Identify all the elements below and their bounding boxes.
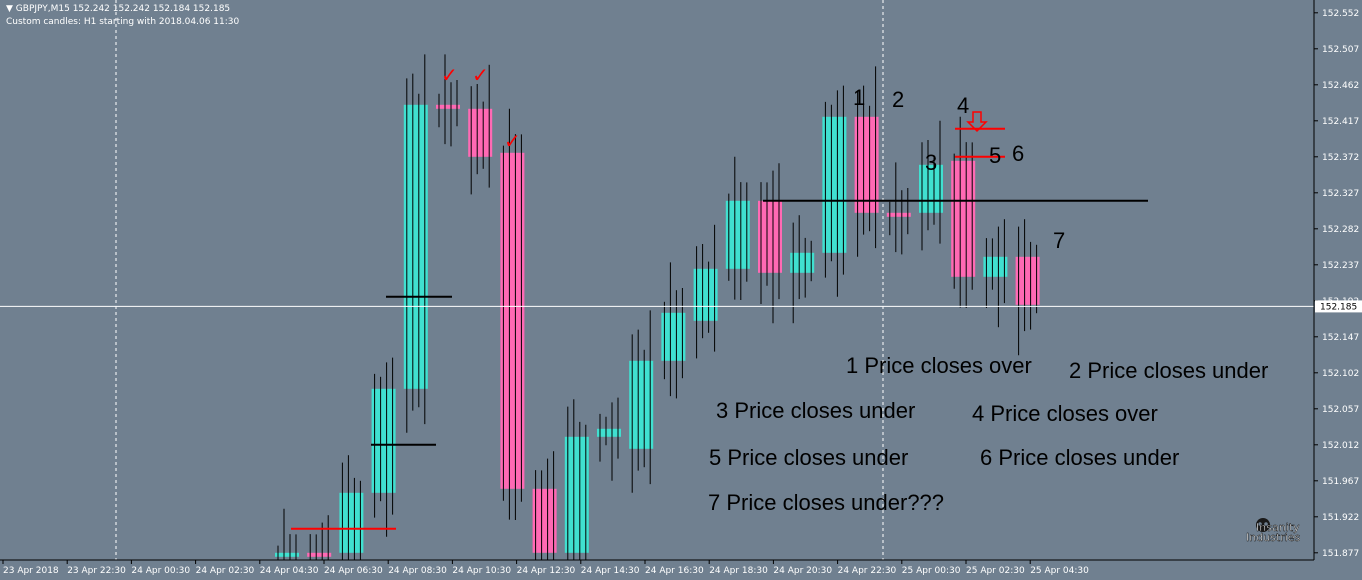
h1-candle [951,160,976,277]
candle-label-5: 5 [989,143,1001,168]
check-icon: ✓ [472,63,489,87]
time-axis[interactable]: 23 Apr 2018 23 Apr 22:30 24 Apr 00:30 24 Ap… [0,559,1314,576]
time-tick-label: 24 Apr 10:30 [452,566,511,576]
price-tick-label: 152.372 [1322,153,1359,163]
candle-label-2: 2 [892,87,904,112]
h1-candle [564,436,589,553]
time-tick-label: 24 Apr 14:30 [581,566,640,576]
annotation-6: 6 Price closes under [980,445,1179,470]
h1-candle [436,104,460,109]
price-tick-label: 152.147 [1322,333,1359,343]
annotation-3: 3 Price closes under [716,398,915,423]
time-tick-label: 24 Apr 20:30 [773,566,832,576]
price-axis[interactable]: 152.552 152.507 152.462 152.417 152.372 152.3… [1313,0,1359,560]
h1-candle [725,200,750,269]
time-tick-label: 24 Apr 18:30 [709,566,768,576]
time-tick-label: 23 Apr 22:30 [67,566,126,576]
h1-candle [275,552,299,557]
candle-label-1: 1 [853,85,865,110]
current-price-tag: 152.185 [1315,300,1362,313]
insanity-logo: Insanity Industries [1246,518,1301,544]
price-tick-label: 152.462 [1322,81,1359,91]
h1-candle [983,256,1008,277]
h1-candle [790,252,815,273]
annotation-4: 4 Price closes over [972,401,1158,426]
annotation-2: 2 Price closes under [1069,358,1268,383]
price-tick-label: 152.507 [1322,45,1359,55]
price-tick-label: 152.237 [1322,261,1359,271]
down-arrow-icon [966,111,988,133]
time-tick-label: 25 Apr 02:30 [966,566,1025,576]
h1-candle [629,360,654,449]
time-tick-label: 24 Apr 12:30 [517,566,576,576]
h1-candle [339,492,364,553]
annotation-1: 1 Price closes over [846,353,1032,378]
h1-candle [403,104,428,389]
skull-icon [1256,518,1270,532]
time-tick-label: 24 Apr 08:30 [388,566,447,576]
h1-candle [886,212,911,217]
levels-layer [291,127,1148,530]
check-icon: ✓ [441,63,458,87]
wicks-layer [277,54,1038,560]
h1-candle [371,388,396,493]
time-tick-label: 23 Apr 2018 [3,566,59,576]
price-tick-label: 152.057 [1322,405,1359,415]
h1-candle [693,268,718,321]
candle-label-3: 3 [925,150,937,175]
price-tick-label: 151.967 [1322,477,1359,487]
price-tick-label: 152.102 [1322,369,1359,379]
price-tick-label: 152.552 [1322,9,1359,19]
symbol-info: ▼ GBPJPY,M15 152.242 152.242 152.184 152… [6,4,230,14]
price-tick-label: 151.922 [1322,513,1359,523]
time-tick-label: 24 Apr 22:30 [838,566,897,576]
price-tick-label: 152.327 [1322,189,1359,199]
chevron-down-icon[interactable]: ▼ [6,4,13,14]
h1-candle [468,108,493,157]
time-tick-label: 25 Apr 04:30 [1030,566,1089,576]
price-tick-label: 151.877 [1322,549,1359,559]
h1-candle [500,152,525,489]
time-tick-label: 24 Apr 16:30 [645,566,704,576]
candles-layer [275,104,1040,557]
candle-label-6: 6 [1012,141,1024,166]
h1-candle [532,488,557,553]
candle-label-4: 4 [957,93,969,118]
time-tick-label: 24 Apr 00:30 [131,566,190,576]
h1-candle [307,552,332,557]
time-tick-label: 24 Apr 06:30 [324,566,383,576]
h1-candle [661,312,686,361]
h1-candle [822,116,847,253]
check-marks: ✓ ✓ ✓ [441,63,521,153]
time-tick-label: 24 Apr 02:30 [196,566,255,576]
h1-candle [919,164,943,213]
h1-candle [1015,256,1040,305]
logo-line2: Industries [1246,531,1301,544]
current-price-label: 152.185 [1320,302,1357,312]
h1-candle [854,116,879,213]
symbol-line: GBPJPY,M15 152.242 152.242 152.184 152.1… [15,4,231,14]
annotation-7: 7 Price closes under??? [708,490,944,515]
annotation-5: 5 Price closes under [709,445,908,470]
time-tick-label: 24 Apr 04:30 [260,566,319,576]
check-icon: ✓ [504,129,521,153]
price-tick-label: 152.417 [1322,117,1359,127]
price-tick-label: 152.282 [1322,225,1359,235]
h1-candle [597,428,621,437]
candle-label-7: 7 [1053,228,1065,253]
indicator-info: Custom candles: H1 starting with 2018.04… [6,17,240,27]
logo-line1: Insanity [1256,521,1300,534]
time-tick-label: 25 Apr 00:30 [902,566,961,576]
price-tick-label: 152.012 [1322,441,1359,451]
h1-candle [758,200,782,273]
